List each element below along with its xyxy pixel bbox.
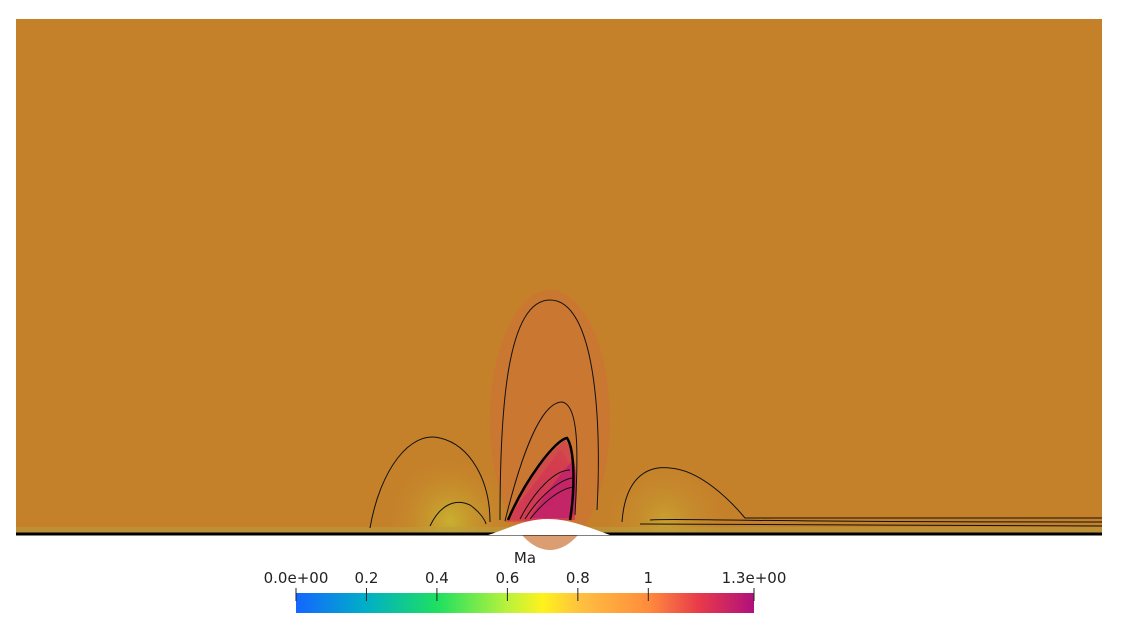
colorbar-title: Ma [514,549,536,567]
colorbar-tick-label: 0.4 [425,569,449,587]
flow-field [16,19,1103,550]
colorbar-tick-label: 0.6 [495,569,519,587]
colorbar-tick-label: 0.0e+00 [264,569,329,587]
colorbar-gradient [296,593,754,613]
colorbar-tick-label: 1.3e+00 [722,569,787,587]
colorbar-tick-label: 0.2 [355,569,379,587]
colorbar: Ma 0.0e+00 0.2 0.4 0.6 0.8 1 1.3e+00 [264,549,787,613]
colorbar-tick-label: 0.8 [566,569,590,587]
colorbar-tick-label: 1 [644,569,654,587]
